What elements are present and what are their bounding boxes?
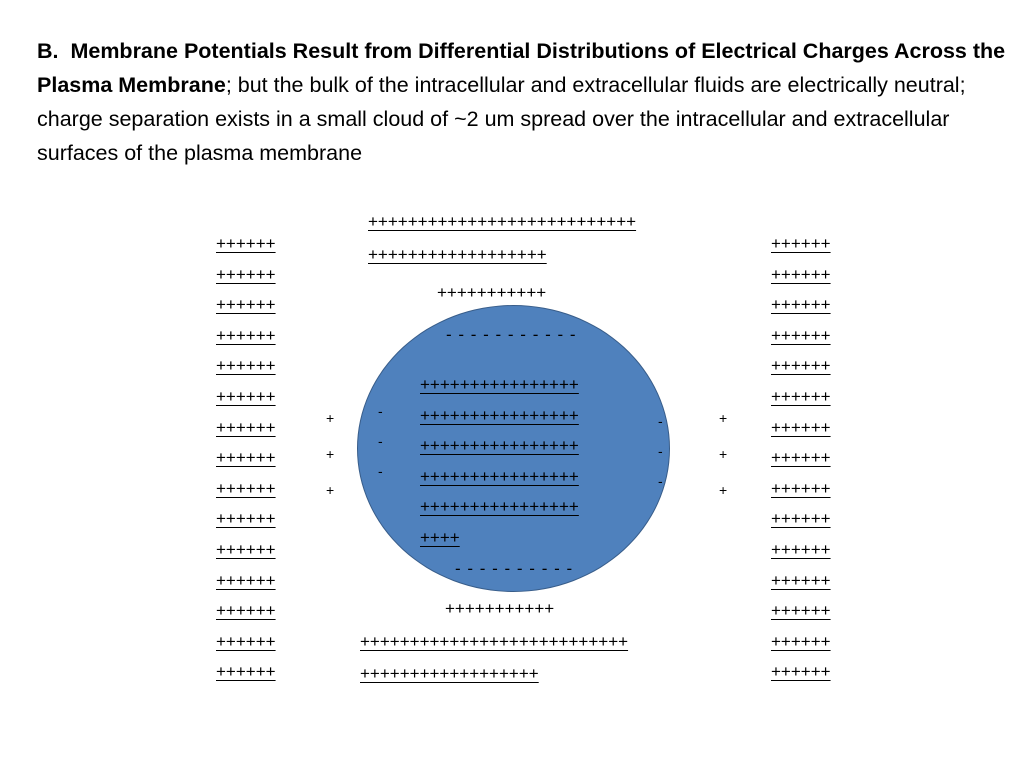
plus-sign: + <box>719 446 728 462</box>
minus-sign: - <box>658 473 663 489</box>
right-extracellular-charges: ++++++ ++++++ ++++++ ++++++ ++++++ ++++++ ++++… <box>771 229 831 688</box>
charge-row: ++++++ <box>771 662 831 682</box>
charge-row: ++++++ <box>771 509 831 529</box>
charge-row: ++++++ <box>771 234 831 253</box>
charge-row: ++++++ <box>216 631 276 651</box>
charge-row: ++++++ <box>216 539 276 559</box>
charge-row: ++++++ <box>216 601 276 621</box>
charge-row: ++++++ <box>216 448 276 468</box>
cell-top-negative-charges: - - - - - - - - - - - <box>446 325 577 344</box>
charge-row: ++++++ <box>216 662 276 682</box>
plus-sign: + <box>326 446 335 462</box>
title-bold: Membrane Potentials Result from Differen… <box>37 39 1006 97</box>
charge-row: ++++++ <box>216 570 276 590</box>
minus-sign: - <box>658 413 663 429</box>
intracellular-charge-row: ++++++++++++++++ <box>420 405 579 425</box>
charge-row: ++++++ <box>216 478 276 498</box>
intracellular-charge-row: ++++ <box>420 527 460 547</box>
minus-sign: - <box>378 403 383 419</box>
charge-row: ++++++ <box>216 356 276 376</box>
top-membrane-charges: +++++++++++ <box>437 283 547 302</box>
plus-sign: + <box>719 482 728 498</box>
bottom-charge-line-2: ++++++++++++++++++ <box>360 664 539 683</box>
minus-sign: - <box>378 463 383 479</box>
plus-sign: + <box>326 410 335 426</box>
charge-row: ++++++ <box>771 539 831 559</box>
intracellular-charge-row: ++++++++++++++++ <box>420 375 579 394</box>
charge-row: ++++++ <box>771 601 831 621</box>
left-outer-positive-charges: + + + <box>326 400 334 508</box>
charge-row: ++++++ <box>771 386 831 406</box>
bottom-membrane-charges: +++++++++++ <box>445 599 555 618</box>
charge-row: ++++++ <box>771 295 831 315</box>
right-inner-negative-charges: - - - <box>658 406 663 496</box>
plus-sign: + <box>326 482 335 498</box>
charge-row: ++++++ <box>771 570 831 590</box>
charge-row: ++++++ <box>216 234 276 253</box>
charge-row: ++++++ <box>771 417 831 437</box>
plus-sign: + <box>719 410 728 426</box>
slide-title: B. Membrane Potentials Result from Diffe… <box>37 34 1012 170</box>
charge-row: ++++++ <box>216 325 276 345</box>
charge-row: ++++++ <box>771 325 831 345</box>
charge-row: ++++++ <box>771 356 831 376</box>
intracellular-charge-row: ++++++++++++++++ <box>420 436 579 456</box>
top-charge-line-1: +++++++++++++++++++++++++++ <box>368 212 637 231</box>
left-inner-negative-charges: - - - <box>378 396 383 486</box>
charge-row: ++++++ <box>771 264 831 284</box>
intracellular-charge-row: ++++++++++++++++ <box>420 466 579 486</box>
right-outer-positive-charges: + + + <box>719 400 727 508</box>
charge-row: ++++++ <box>216 509 276 529</box>
intracellular-charges: ++++++++++++++++ ++++++++++++++++ ++++++++… <box>420 370 579 554</box>
minus-sign: - <box>378 433 383 449</box>
top-charge-line-2: ++++++++++++++++++ <box>368 245 547 264</box>
cell-bottom-negative-charges: - - - - - - - - - - <box>455 559 574 578</box>
title-rest: ; but the bulk of the intracellular and … <box>37 73 966 165</box>
title-label: B. <box>37 39 59 63</box>
charge-row: ++++++ <box>771 478 831 498</box>
bottom-charge-line-1: +++++++++++++++++++++++++++ <box>360 632 629 651</box>
charge-row: ++++++ <box>216 417 276 437</box>
charge-row: ++++++ <box>216 295 276 315</box>
cell-body <box>357 305 670 592</box>
charge-row: ++++++ <box>771 448 831 468</box>
minus-sign: - <box>658 443 663 459</box>
charge-row: ++++++ <box>216 386 276 406</box>
intracellular-charge-row: ++++++++++++++++ <box>420 497 579 517</box>
left-extracellular-charges: ++++++ ++++++ ++++++ ++++++ ++++++ ++++++ ++++… <box>216 229 276 688</box>
charge-row: ++++++ <box>216 264 276 284</box>
charge-row: ++++++ <box>771 631 831 651</box>
